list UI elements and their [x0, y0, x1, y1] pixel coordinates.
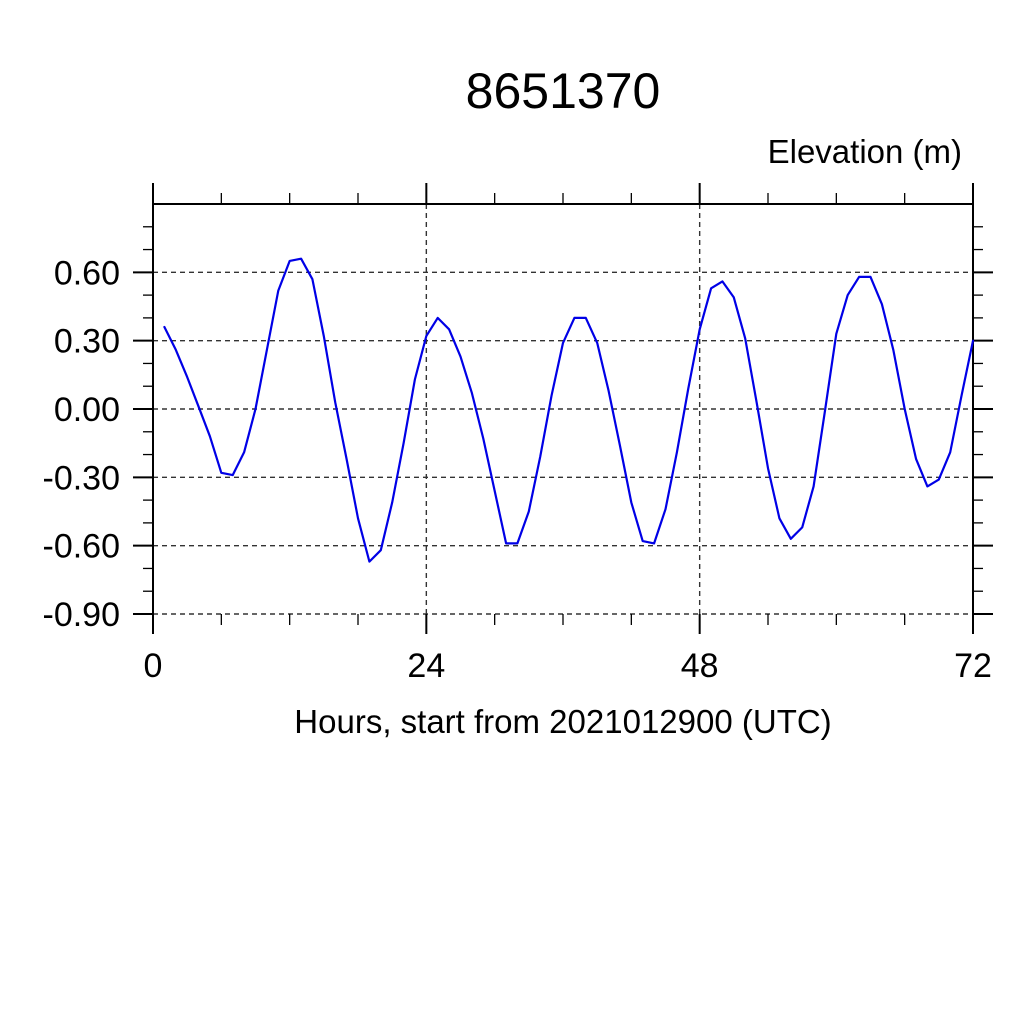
x-tick-label: 72	[954, 647, 992, 685]
x-tick-label: 48	[681, 647, 719, 685]
y-tick-label: 0.60	[54, 254, 120, 292]
y-tick-label: -0.30	[43, 459, 121, 497]
elevation-series-line	[163, 257, 975, 563]
x-tick-label: 24	[407, 647, 445, 685]
y-tick-label: 0.30	[54, 323, 120, 361]
chart-title: 8651370	[465, 63, 661, 119]
y-axis-unit-label: Elevation (m)	[767, 133, 962, 170]
x-axis-label: Hours, start from 2021012900 (UTC)	[294, 703, 832, 740]
x-tick-label: 0	[144, 647, 163, 685]
y-tick-label: -0.90	[43, 596, 121, 634]
y-tick-label: 0.00	[54, 391, 120, 429]
y-tick-label: -0.60	[43, 528, 121, 566]
